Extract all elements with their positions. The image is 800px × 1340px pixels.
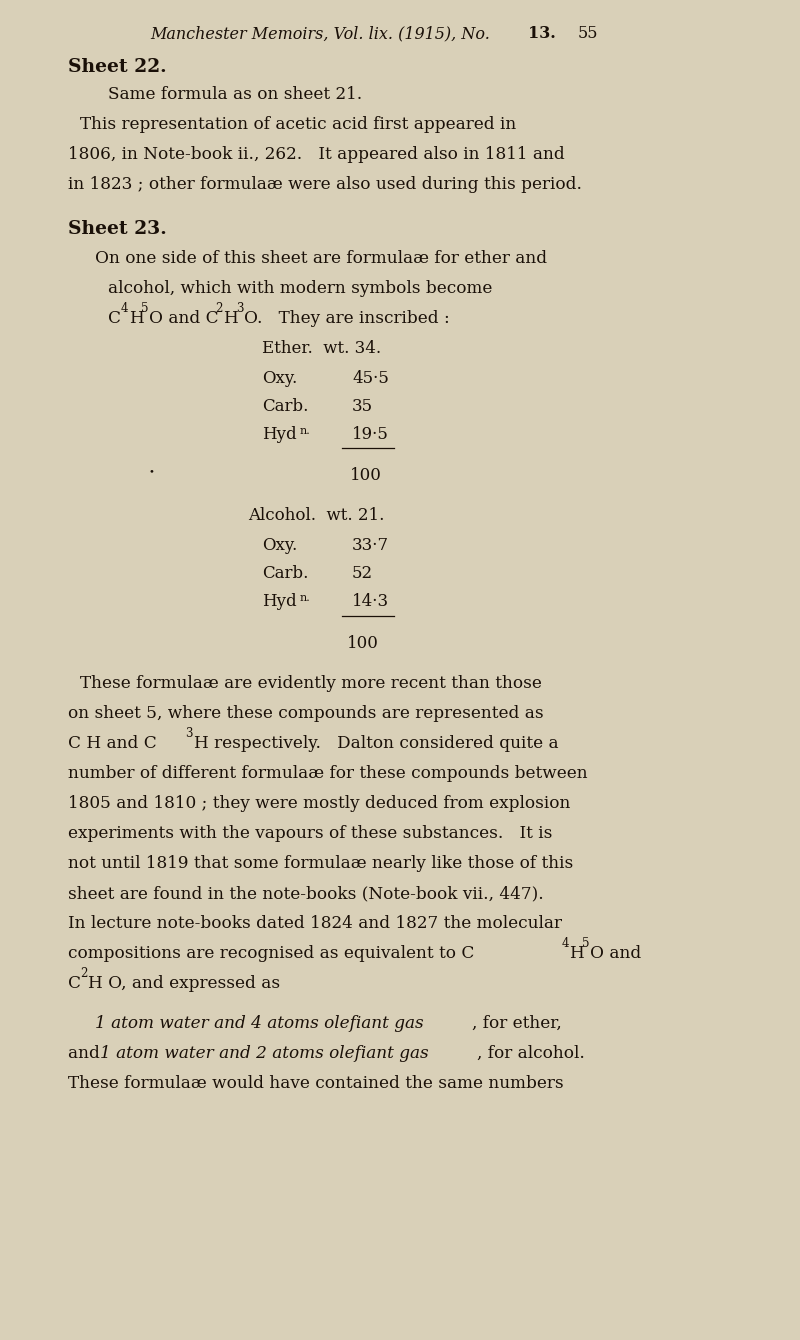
Text: Hyd: Hyd <box>262 594 297 610</box>
Text: in 1823 ; other formulaæ were also used during this period.: in 1823 ; other formulaæ were also used … <box>68 176 582 193</box>
Text: In lecture note-books dated 1824 and 1827 the molecular: In lecture note-books dated 1824 and 182… <box>68 915 562 933</box>
Text: 4: 4 <box>121 302 128 315</box>
Text: 1 atom water and 2 atoms olefiant gas: 1 atom water and 2 atoms olefiant gas <box>100 1045 429 1063</box>
Text: H: H <box>129 310 144 327</box>
Text: 4: 4 <box>562 937 569 950</box>
Text: and: and <box>68 1045 106 1063</box>
Text: O and: O and <box>590 945 641 962</box>
Text: , for alcohol.: , for alcohol. <box>477 1045 585 1063</box>
Text: Alcohol.  wt. 21.: Alcohol. wt. 21. <box>248 507 384 524</box>
Text: 55: 55 <box>578 25 598 42</box>
Text: Oxy.: Oxy. <box>262 370 298 387</box>
Text: 5: 5 <box>142 302 149 315</box>
Text: H: H <box>570 945 584 962</box>
Text: 1806, in Note-book ii., 262.   It appeared also in 1811 and: 1806, in Note-book ii., 262. It appeared… <box>68 146 565 163</box>
Text: 13.: 13. <box>528 25 556 42</box>
Text: Hyd: Hyd <box>262 426 297 444</box>
Text: sheet are found in the note-books (Note-book vii., 447).: sheet are found in the note-books (Note-… <box>68 884 544 902</box>
Text: 5: 5 <box>582 937 590 950</box>
Text: •: • <box>148 468 154 476</box>
Text: H: H <box>223 310 238 327</box>
Text: C H and C: C H and C <box>68 736 157 752</box>
Text: not until 1819 that some formulaæ nearly like those of this: not until 1819 that some formulaæ nearly… <box>68 855 574 872</box>
Text: These formulaæ would have contained the same numbers: These formulaæ would have contained the … <box>68 1075 564 1092</box>
Text: 33·7: 33·7 <box>352 537 389 553</box>
Text: Sheet 23.: Sheet 23. <box>68 220 166 239</box>
Text: Oxy.: Oxy. <box>262 537 298 553</box>
Text: 100: 100 <box>347 635 379 653</box>
Text: alcohol, which with modern symbols become: alcohol, which with modern symbols becom… <box>108 280 492 297</box>
Text: H respectively.   Dalton considered quite a: H respectively. Dalton considered quite … <box>194 736 558 752</box>
Text: , for ether,: , for ether, <box>472 1014 562 1032</box>
Text: n.: n. <box>299 594 310 603</box>
Text: 100: 100 <box>350 468 382 484</box>
Text: 45·5: 45·5 <box>352 370 389 387</box>
Text: Ether.  wt. 34.: Ether. wt. 34. <box>262 340 381 356</box>
Text: 3: 3 <box>236 302 243 315</box>
Text: 14·3: 14·3 <box>352 594 389 610</box>
Text: 35: 35 <box>352 398 373 415</box>
Text: This representation of acetic acid first appeared in: This representation of acetic acid first… <box>80 117 516 133</box>
Text: experiments with the vapours of these substances.   It is: experiments with the vapours of these su… <box>68 825 552 842</box>
Text: Manchester Memoirs, Vol. lix. (1915), No.: Manchester Memoirs, Vol. lix. (1915), No… <box>150 25 495 42</box>
Text: C: C <box>108 310 121 327</box>
Text: 1 atom water and 4 atoms olefiant gas: 1 atom water and 4 atoms olefiant gas <box>95 1014 424 1032</box>
Text: 2: 2 <box>215 302 223 315</box>
Text: Same formula as on sheet 21.: Same formula as on sheet 21. <box>108 86 362 103</box>
Text: Carb.: Carb. <box>262 398 308 415</box>
Text: C: C <box>68 976 81 992</box>
Text: 3: 3 <box>186 728 193 740</box>
Text: On one side of this sheet are formulaæ for ether and: On one side of this sheet are formulaæ f… <box>95 251 547 267</box>
Text: 2: 2 <box>80 967 87 980</box>
Text: 1805 and 1810 ; they were mostly deduced from explosion: 1805 and 1810 ; they were mostly deduced… <box>68 795 570 812</box>
Text: O.   They are inscribed :: O. They are inscribed : <box>244 310 450 327</box>
Text: Carb.: Carb. <box>262 565 308 582</box>
Text: H O, and expressed as: H O, and expressed as <box>88 976 280 992</box>
Text: 19·5: 19·5 <box>352 426 389 444</box>
Text: n.: n. <box>299 426 310 436</box>
Text: on sheet 5, where these compounds are represented as: on sheet 5, where these compounds are re… <box>68 705 544 722</box>
Text: O and C: O and C <box>149 310 218 327</box>
Text: number of different formulaæ for these compounds between: number of different formulaæ for these c… <box>68 765 588 783</box>
Text: 52: 52 <box>352 565 373 582</box>
Text: These formulaæ are evidently more recent than those: These formulaæ are evidently more recent… <box>80 675 542 691</box>
Text: compositions are recognised as equivalent to C: compositions are recognised as equivalen… <box>68 945 474 962</box>
Text: Sheet 22.: Sheet 22. <box>68 58 166 76</box>
